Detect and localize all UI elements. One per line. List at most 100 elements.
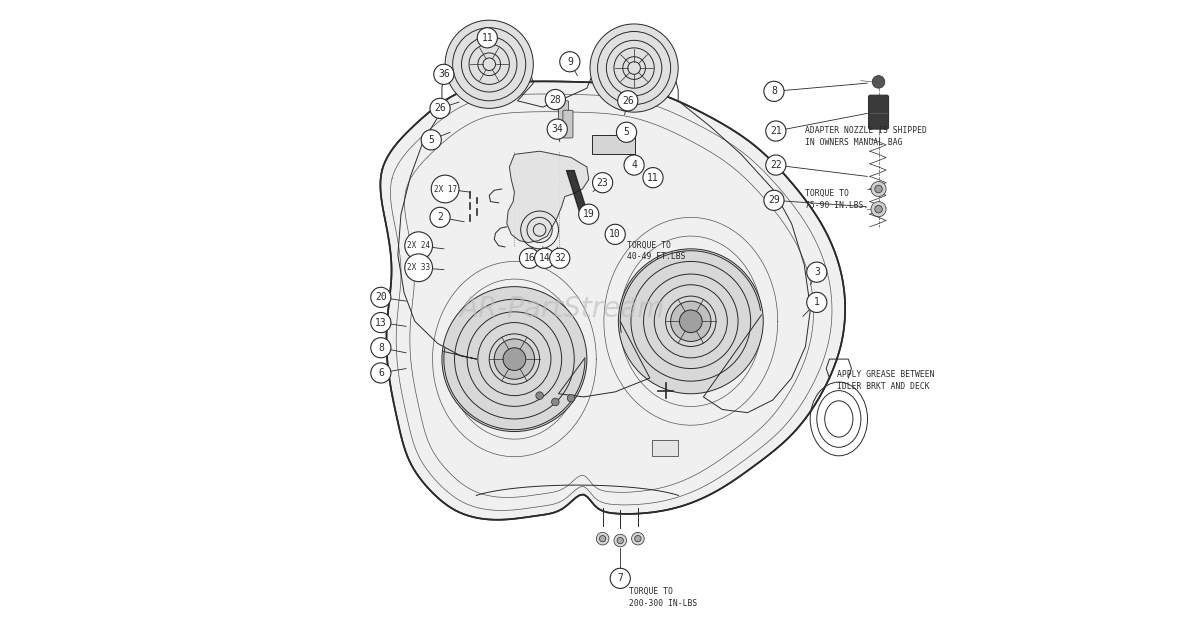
- Circle shape: [617, 91, 638, 111]
- Circle shape: [421, 130, 441, 150]
- FancyBboxPatch shape: [592, 135, 635, 154]
- FancyBboxPatch shape: [868, 95, 889, 129]
- FancyBboxPatch shape: [651, 440, 678, 456]
- Text: 8: 8: [378, 343, 384, 353]
- Text: 20: 20: [375, 292, 387, 302]
- Circle shape: [807, 262, 827, 282]
- Circle shape: [680, 310, 702, 333]
- Circle shape: [519, 248, 539, 268]
- Text: 13: 13: [375, 318, 387, 328]
- Text: 5: 5: [623, 127, 629, 137]
- Text: 2X 17: 2X 17: [433, 185, 457, 193]
- Circle shape: [766, 155, 786, 175]
- Circle shape: [605, 224, 625, 244]
- Text: 16: 16: [524, 253, 536, 263]
- Circle shape: [763, 190, 784, 210]
- Circle shape: [614, 534, 627, 547]
- Circle shape: [430, 207, 450, 227]
- Circle shape: [445, 20, 533, 108]
- Text: 23: 23: [597, 178, 609, 188]
- Circle shape: [545, 89, 565, 110]
- Text: 22: 22: [771, 160, 781, 170]
- Circle shape: [618, 249, 763, 394]
- Circle shape: [590, 24, 678, 112]
- Text: 36: 36: [438, 69, 450, 79]
- Text: 14: 14: [539, 253, 551, 263]
- Text: 2X 33: 2X 33: [407, 263, 431, 272]
- Text: TORQUE TO
75-90 IN.LBS.: TORQUE TO 75-90 IN.LBS.: [806, 189, 868, 210]
- FancyBboxPatch shape: [563, 110, 573, 138]
- Circle shape: [371, 312, 391, 333]
- Circle shape: [599, 536, 605, 542]
- Circle shape: [635, 536, 641, 542]
- Circle shape: [477, 28, 498, 48]
- Text: 26: 26: [622, 96, 634, 106]
- Text: 2X 24: 2X 24: [407, 241, 431, 250]
- Circle shape: [371, 338, 391, 358]
- Text: 21: 21: [771, 126, 781, 136]
- Text: 7: 7: [617, 573, 623, 583]
- Text: 4: 4: [631, 160, 637, 170]
- Circle shape: [617, 537, 623, 544]
- Circle shape: [763, 81, 784, 101]
- Circle shape: [874, 185, 883, 193]
- Text: 11: 11: [481, 33, 493, 43]
- Circle shape: [596, 532, 609, 545]
- Text: 34: 34: [551, 124, 563, 134]
- Text: 1: 1: [814, 297, 820, 307]
- Circle shape: [592, 173, 612, 193]
- Text: 29: 29: [768, 195, 780, 205]
- Text: 9: 9: [566, 57, 572, 67]
- Circle shape: [536, 392, 543, 399]
- Text: 6: 6: [378, 368, 384, 378]
- Polygon shape: [507, 151, 589, 243]
- Text: 8: 8: [771, 86, 776, 96]
- Text: 10: 10: [609, 229, 621, 239]
- Circle shape: [871, 181, 886, 197]
- Circle shape: [371, 363, 391, 383]
- Text: 3: 3: [814, 267, 820, 277]
- Circle shape: [610, 568, 630, 588]
- Circle shape: [405, 254, 433, 282]
- Circle shape: [494, 339, 535, 379]
- Circle shape: [578, 204, 598, 224]
- Circle shape: [872, 76, 885, 88]
- Circle shape: [670, 301, 712, 341]
- Text: ADAPTER NOZZLE IS SHIPPED
IN OWNERS MANUAL BAG: ADAPTER NOZZLE IS SHIPPED IN OWNERS MANU…: [806, 126, 927, 147]
- Circle shape: [871, 202, 886, 217]
- Polygon shape: [380, 81, 845, 520]
- Circle shape: [371, 287, 391, 307]
- Circle shape: [559, 52, 579, 72]
- Circle shape: [624, 155, 644, 175]
- Circle shape: [405, 232, 433, 260]
- Circle shape: [551, 398, 559, 406]
- Circle shape: [503, 348, 526, 370]
- Circle shape: [434, 64, 454, 84]
- Circle shape: [631, 532, 644, 545]
- Circle shape: [430, 98, 450, 118]
- FancyBboxPatch shape: [558, 101, 569, 129]
- Circle shape: [807, 292, 827, 312]
- Circle shape: [442, 287, 586, 432]
- Circle shape: [766, 121, 786, 141]
- Text: 11: 11: [647, 173, 658, 183]
- Circle shape: [431, 175, 459, 203]
- Circle shape: [616, 122, 637, 142]
- Text: 2: 2: [437, 212, 442, 222]
- Circle shape: [550, 248, 570, 268]
- Circle shape: [548, 119, 568, 139]
- Text: TORQUE TO
40-49 FT.LBS: TORQUE TO 40-49 FT.LBS: [627, 241, 686, 261]
- Circle shape: [643, 168, 663, 188]
- Text: ™: ™: [625, 296, 641, 311]
- Text: 19: 19: [583, 209, 595, 219]
- Text: 5: 5: [428, 135, 434, 145]
- Text: APPLY GREASE BETWEEN
IDLER BRKT AND DECK: APPLY GREASE BETWEEN IDLER BRKT AND DECK: [837, 370, 935, 391]
- Circle shape: [535, 248, 555, 268]
- Circle shape: [874, 205, 883, 213]
- Text: AR-PartStream: AR-PartStream: [459, 295, 664, 323]
- Circle shape: [568, 394, 575, 402]
- Text: 28: 28: [550, 94, 562, 105]
- Text: TORQUE TO
200-300 IN-LBS: TORQUE TO 200-300 IN-LBS: [629, 587, 697, 608]
- Text: 32: 32: [553, 253, 565, 263]
- Text: 26: 26: [434, 103, 446, 113]
